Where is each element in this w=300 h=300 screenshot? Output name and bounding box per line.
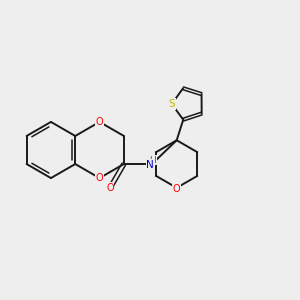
Text: N: N xyxy=(146,160,154,170)
Text: O: O xyxy=(96,173,104,183)
Text: H: H xyxy=(149,156,156,165)
Text: O: O xyxy=(106,183,114,193)
Text: O: O xyxy=(96,117,104,127)
Text: S: S xyxy=(168,99,175,109)
Text: O: O xyxy=(173,184,181,194)
